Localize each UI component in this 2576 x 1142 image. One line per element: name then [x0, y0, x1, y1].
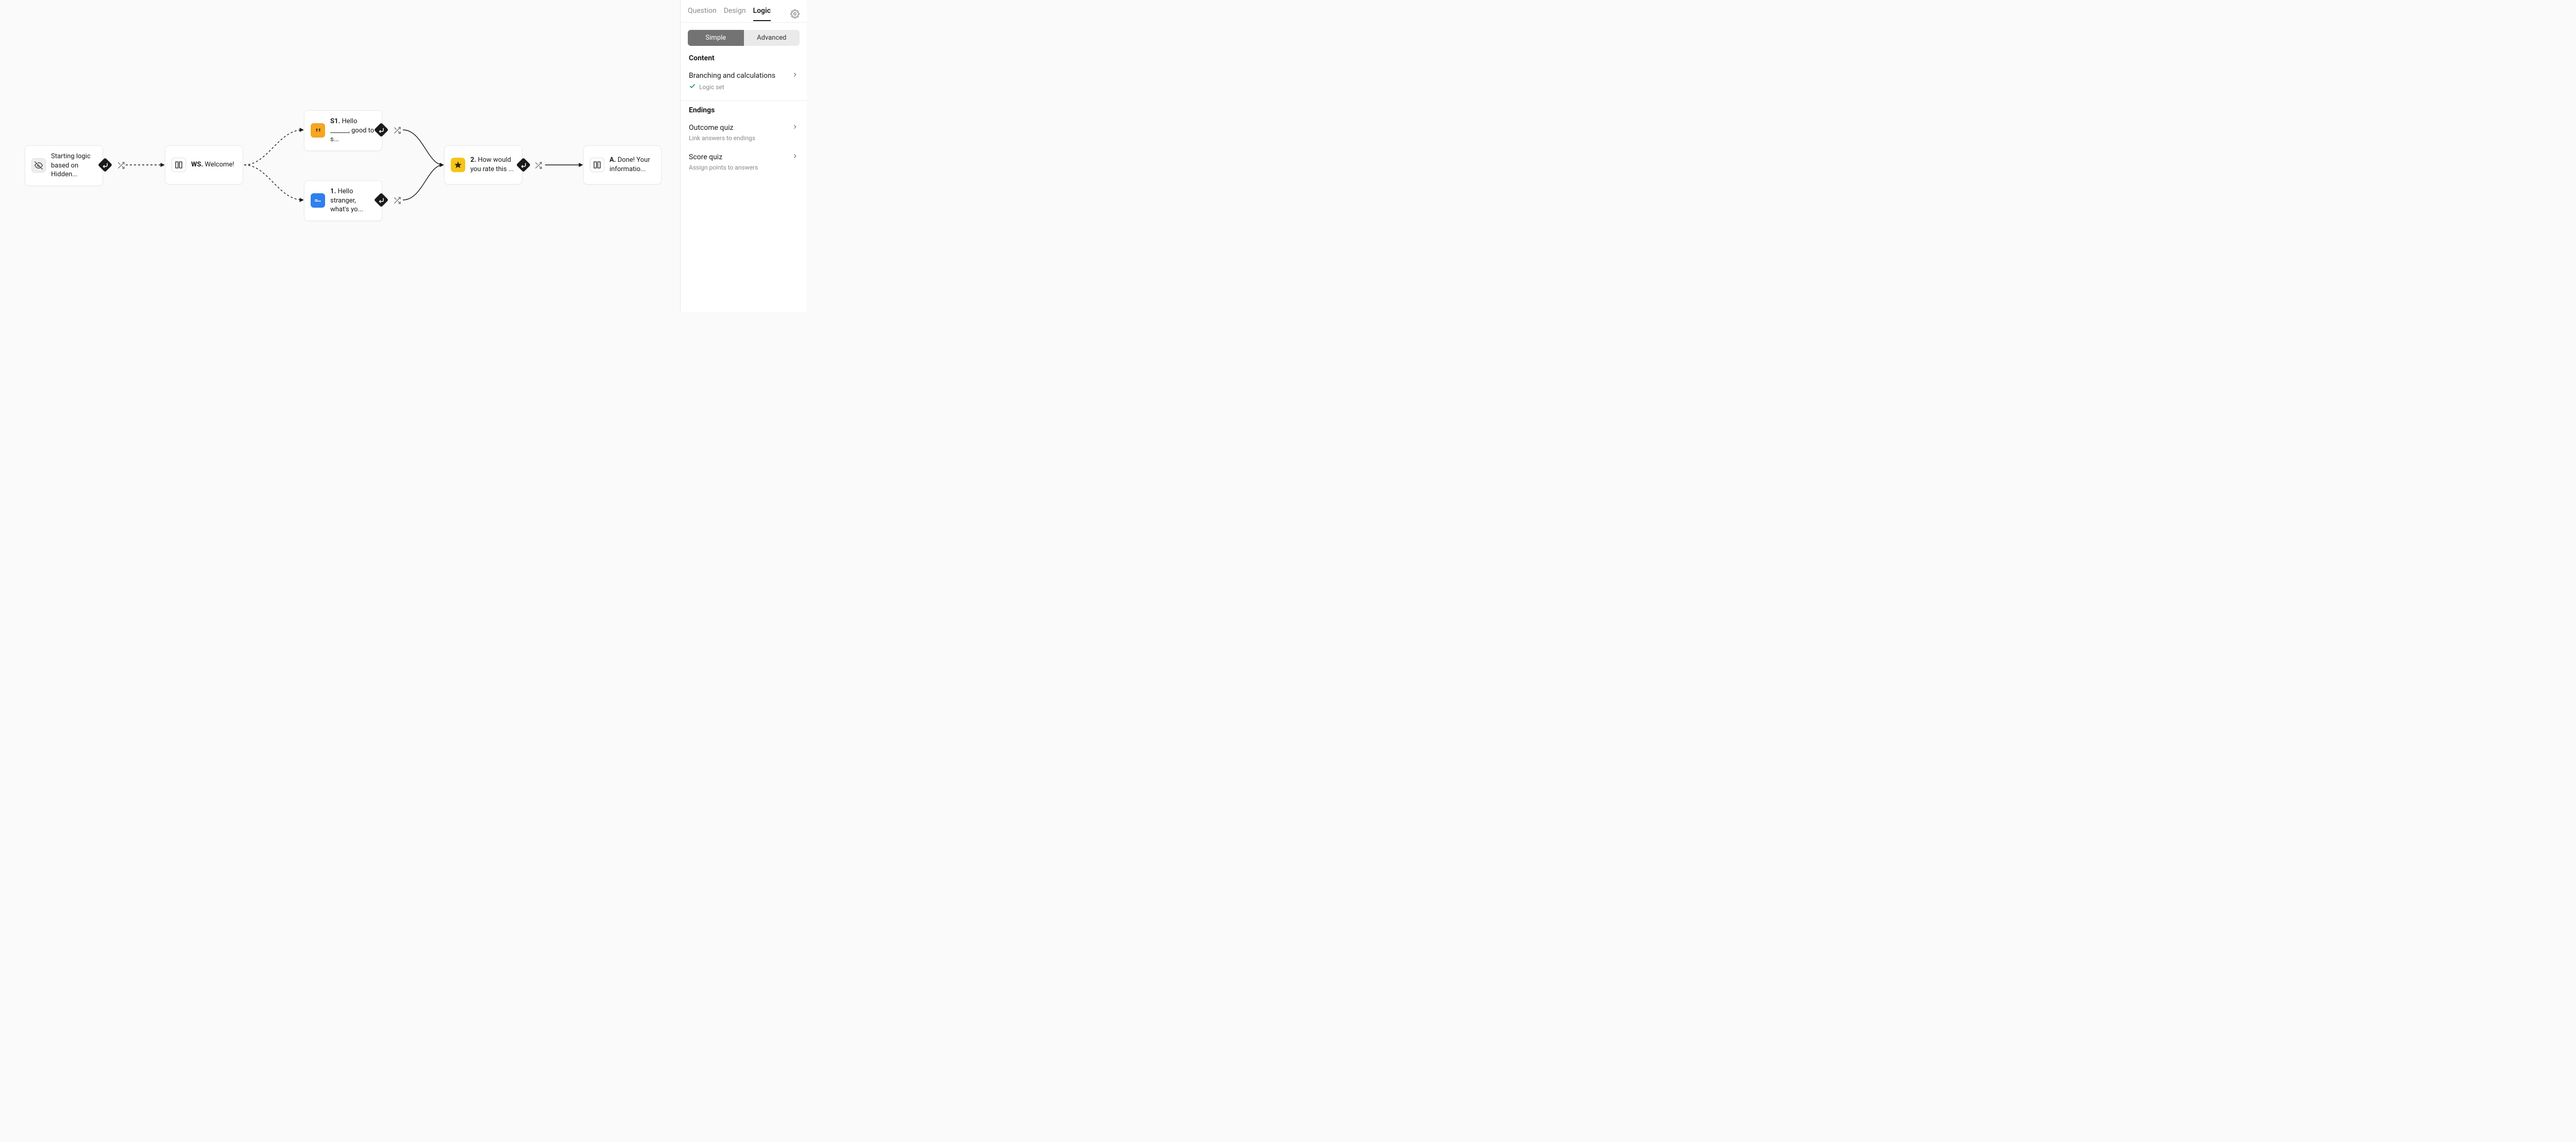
- node-text: WS. Welcome!: [191, 160, 234, 170]
- divider: [681, 100, 807, 101]
- settings-gear-icon[interactable]: [790, 9, 800, 19]
- flow-node-ws[interactable]: WS. Welcome!: [165, 145, 243, 184]
- shuffle-icon[interactable]: [534, 161, 543, 170]
- connector-ws-q1: [244, 165, 303, 200]
- connector-q1-q2: [403, 165, 443, 200]
- outcome-quiz-row[interactable]: Outcome quiz Link answers to endings: [681, 117, 807, 147]
- node-text: Starting logic based on Hidden...: [51, 152, 96, 179]
- flow-node-start[interactable]: Starting logic based on Hidden...: [25, 145, 103, 186]
- chevron-right-icon: [791, 123, 799, 132]
- flow-node-q2[interactable]: 2. How would you rate this ...: [444, 145, 522, 184]
- branching-title: Branching and calculations: [689, 72, 775, 80]
- outcome-title: Outcome quiz: [689, 124, 733, 132]
- quote-icon: [311, 123, 325, 138]
- layout-icon: [172, 158, 186, 172]
- tab-logic[interactable]: Logic: [753, 7, 771, 21]
- connector-s1-q2: [403, 130, 443, 165]
- node-text: 1. Hello stranger, what's yo...: [330, 187, 376, 214]
- flow-node-q1[interactable]: 1. Hello stranger, what's yo...: [304, 180, 382, 221]
- toggle-simple[interactable]: Simple: [688, 30, 744, 46]
- tab-design[interactable]: Design: [724, 7, 746, 21]
- tab-question[interactable]: Question: [688, 7, 717, 21]
- logic-mode-toggle: Simple Advanced: [688, 30, 800, 46]
- logic-canvas[interactable]: Starting logic based on Hidden... WS. Wel…: [0, 0, 680, 312]
- layout-icon: [590, 158, 604, 172]
- toggle-advanced[interactable]: Advanced: [744, 30, 800, 46]
- check-icon: [689, 82, 696, 91]
- side-panel: Question Design Logic Simple Advanced Co…: [680, 0, 807, 312]
- eye-off-icon: [31, 158, 46, 173]
- shuffle-icon[interactable]: [116, 161, 126, 170]
- node-text: A. Done! Your informatio...: [609, 156, 655, 174]
- score-quiz-row[interactable]: Score quiz Assign points to answers: [681, 147, 807, 176]
- input-icon: [311, 193, 325, 208]
- section-endings-title: Endings: [681, 105, 807, 117]
- branching-row[interactable]: Branching and calculations Logic set: [681, 65, 807, 96]
- shuffle-icon[interactable]: [393, 196, 402, 205]
- chevron-right-icon: [791, 71, 799, 80]
- shuffle-icon[interactable]: [393, 126, 402, 135]
- node-text: 2. How would you rate this ...: [470, 156, 516, 174]
- flow-node-s1[interactable]: S1. Hello ______, good to s...: [304, 110, 382, 151]
- chevron-right-icon: [791, 152, 799, 162]
- node-text: S1. Hello ______, good to s...: [330, 117, 376, 144]
- score-title: Score quiz: [689, 153, 722, 161]
- branching-status: Logic set: [699, 83, 724, 91]
- outcome-sub: Link answers to endings: [689, 135, 755, 142]
- star-icon: [451, 158, 465, 172]
- flow-node-end[interactable]: A. Done! Your informatio...: [583, 145, 662, 184]
- connector-ws-s1: [244, 130, 303, 165]
- score-sub: Assign points to answers: [689, 164, 758, 171]
- section-content-title: Content: [681, 53, 807, 65]
- panel-tabs: Question Design Logic: [681, 0, 807, 23]
